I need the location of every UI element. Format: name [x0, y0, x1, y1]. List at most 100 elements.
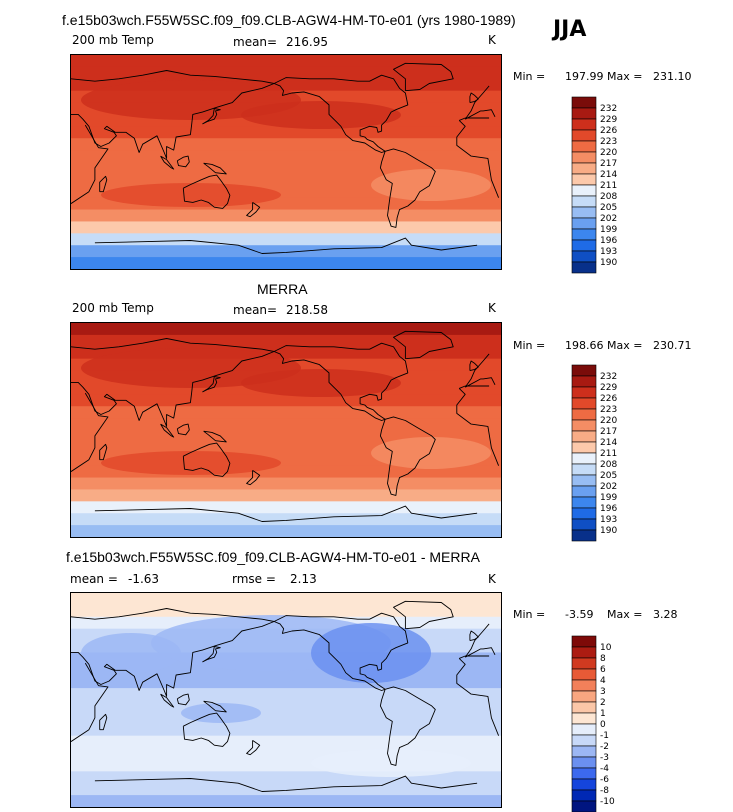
panel2-colorbar-box	[571, 452, 597, 465]
panel1-band	[71, 221, 501, 234]
panel3-coastline	[469, 630, 479, 642]
panel1-colorbar-box	[571, 184, 597, 197]
panel1-colorbar-tick-label: 226	[600, 126, 617, 136]
panel1-colorbar-tick-label: 208	[600, 192, 617, 202]
panel1-colorbar-box	[571, 151, 597, 164]
panel2-coastline	[393, 330, 454, 360]
panel3-colorbar-box	[571, 800, 597, 812]
panel3-coastline	[94, 775, 478, 792]
panel2-colorbar-box	[571, 507, 597, 520]
panel1-max-value: 231.10	[653, 70, 692, 83]
panel2-band	[71, 513, 501, 526]
panel2-colorbar-svg: 2322292262232202172142112082052021991961…	[571, 364, 617, 542]
panel1-colorbar-tick-label: 202	[600, 214, 617, 224]
panel3-coastline	[176, 693, 190, 706]
panel1-band	[71, 66, 501, 80]
panel2-colorbar-tick-label: 223	[600, 405, 617, 415]
panel1-colorbar-box	[571, 129, 597, 142]
panel2-colorbar-box	[571, 364, 597, 377]
panel2-colorbar-tick-label: 190	[600, 526, 617, 536]
panel1-map	[70, 54, 502, 270]
panel2-colorbar-box	[571, 529, 597, 542]
panel1-band	[71, 150, 501, 163]
panel2-heading: MERRA	[257, 281, 308, 297]
panel1-colorbar-tick-label: 229	[600, 115, 617, 125]
panel3-colorbar-box	[571, 789, 597, 802]
panel1-units: K	[488, 33, 496, 47]
panel1-colorbar-tick-label: 217	[600, 159, 617, 169]
panel1-colorbar-box	[571, 228, 597, 241]
panel3-coastline	[99, 713, 108, 731]
panel1-band	[71, 55, 501, 68]
panel3-colorbar-box	[571, 778, 597, 791]
panel3-colorbar-box	[571, 657, 597, 670]
panel3-colorbar-tick-label: 8	[600, 654, 606, 664]
panel3-colorbar-box	[571, 668, 597, 681]
panel3-region	[311, 623, 431, 683]
panel3-coastline	[160, 693, 175, 708]
panel3-colorbar-tick-label: -1	[600, 731, 609, 741]
panel2-colorbar-tick-label: 202	[600, 482, 617, 492]
panel2-map	[70, 322, 502, 538]
panel3-colorbar-tick-label: -10	[600, 797, 615, 807]
panel3-coastline	[246, 740, 261, 756]
panel2-band	[71, 323, 501, 336]
panel1-region	[371, 169, 491, 201]
panel2-coastline	[71, 385, 500, 472]
panel1-coastline	[469, 92, 479, 104]
panel3-band	[71, 604, 501, 618]
panel3-band	[71, 676, 501, 689]
panel3-colorbar: 10 8 6 4 3 2 1 0 -1 -2 -3 -4 -6 -8 -10	[571, 635, 632, 812]
panel3-colorbar-tick-label: 1	[600, 709, 606, 719]
panel3-colorbar-box	[571, 767, 597, 780]
panel2-colorbar-tick-label: 232	[600, 372, 617, 382]
panel3-band	[71, 723, 501, 737]
panel2-colorbar-tick-label: 220	[600, 416, 617, 426]
panel3-colorbar-tick-label: 3	[600, 687, 606, 697]
season-label: JJA	[553, 17, 587, 42]
panel2-coastline	[246, 470, 261, 486]
panel2-colorbar-box	[571, 496, 597, 509]
panel1-coastline	[160, 155, 175, 170]
panel3-colorbar-box	[571, 679, 597, 692]
panel3-colorbar-box	[571, 690, 597, 703]
panel3-colorbar-box	[571, 701, 597, 714]
panel2-band	[71, 394, 501, 407]
panel3-coastline	[71, 608, 496, 697]
figure-title: f.e15b03wch.F55W5SC.f09_f09.CLB-AGW4-HM-…	[62, 12, 516, 28]
panel3-units: K	[488, 572, 496, 586]
panel3-min-label: Min =	[513, 608, 546, 621]
panel1-band	[71, 233, 501, 246]
panel1-region	[241, 101, 401, 129]
panel1-colorbar-tick-label: 220	[600, 148, 617, 158]
panel3-colorbar-tick-label: -3	[600, 753, 609, 763]
panel2-colorbar-box	[571, 485, 597, 498]
panel1-colorbar-tick-label: 211	[600, 181, 617, 191]
panel1-min-label: Min =	[513, 70, 546, 83]
panel3-band	[71, 711, 501, 725]
panel3-colorbar-box	[571, 734, 597, 747]
panel1-colorbar-box	[571, 195, 597, 208]
panel1-coastline	[203, 162, 227, 175]
panel2-coastline	[94, 505, 478, 522]
panel3-colorbar-tick-label: 4	[600, 676, 606, 686]
panel2-colorbar: 232 229 226 223 220 217 214 211 208 205 202 199 196 1…	[571, 364, 632, 542]
panel1-coastline	[393, 62, 454, 92]
panel2-colorbar-box	[571, 375, 597, 388]
panel2-coastline	[71, 338, 496, 427]
panel1-coastline	[379, 148, 436, 228]
panel3-coastline	[182, 712, 231, 747]
panel1-colorbar-tick-label: 196	[600, 236, 617, 246]
panel1-colorbar-tick-label: 223	[600, 137, 617, 147]
panel3-rmse-label: rmse =	[232, 572, 276, 586]
panel1-colorbar-tick-label: 205	[600, 203, 617, 213]
panel3-band	[71, 593, 501, 606]
panel3-min-value: -3.59	[565, 608, 594, 621]
panel2-colorbar-box	[571, 463, 597, 476]
panel2-region	[241, 369, 401, 397]
panel1-coastline	[246, 202, 261, 218]
panel1-max-label: Max =	[607, 70, 643, 83]
panel3-band	[71, 700, 501, 713]
panel3-coastline	[379, 686, 436, 766]
panel2-colorbar-tick-label: 208	[600, 460, 617, 470]
